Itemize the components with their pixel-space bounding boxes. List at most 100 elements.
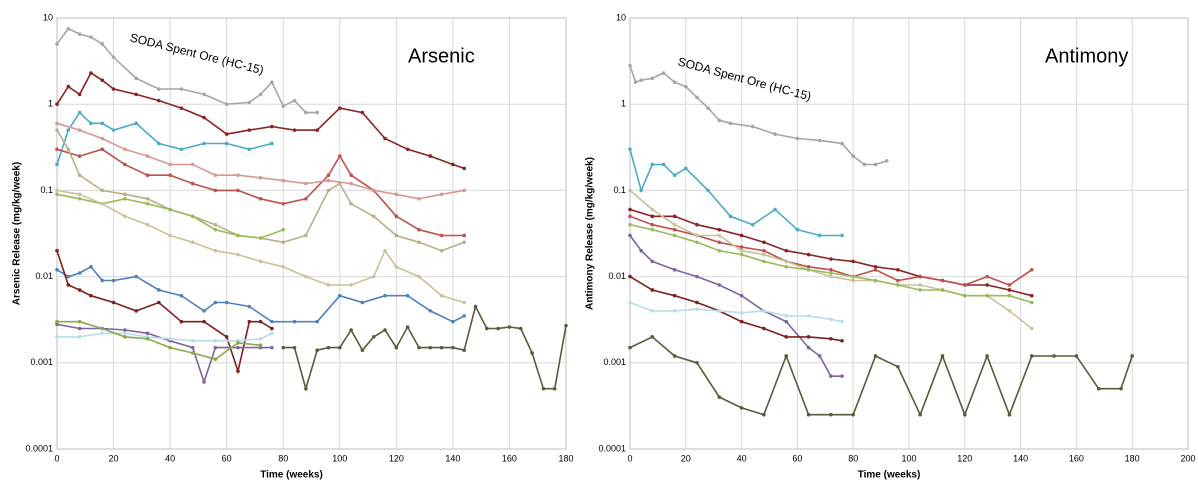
data-point	[985, 293, 989, 298]
data-point	[717, 227, 722, 232]
data-point	[236, 252, 240, 257]
data-point	[1029, 354, 1034, 358]
x-axis-label: Time (weeks)	[260, 470, 323, 481]
data-point	[428, 345, 433, 350]
x-tick-label: 120	[957, 453, 972, 463]
data-point	[304, 274, 308, 279]
data-point	[168, 345, 172, 350]
data-point	[360, 110, 365, 115]
data-point	[394, 214, 399, 219]
data-point	[672, 267, 677, 272]
data-point	[66, 84, 71, 89]
x-tick-label: 60	[222, 453, 232, 463]
data-point	[485, 326, 489, 331]
data-point	[270, 141, 274, 146]
data-point	[247, 128, 252, 132]
x-tick-label: 80	[278, 453, 288, 463]
data-point	[89, 35, 93, 39]
data-point	[639, 248, 643, 253]
data-point	[190, 345, 195, 350]
data-point	[739, 311, 744, 315]
data-point	[672, 173, 677, 178]
data-point	[55, 147, 59, 152]
data-point	[304, 181, 308, 186]
data-point	[417, 196, 421, 201]
data-point	[258, 343, 263, 348]
data-point	[89, 264, 93, 269]
data-point	[157, 288, 161, 292]
data-point	[462, 348, 467, 353]
data-point	[100, 188, 105, 193]
data-point	[806, 264, 811, 269]
data-point	[829, 374, 833, 378]
data-point	[123, 335, 127, 339]
data-point	[55, 121, 59, 126]
data-point	[684, 84, 688, 89]
data-point	[873, 267, 878, 272]
data-point	[326, 345, 331, 350]
data-point	[739, 233, 744, 238]
data-point	[315, 110, 319, 115]
data-point	[123, 328, 127, 332]
data-point	[89, 121, 93, 126]
data-point	[650, 76, 655, 81]
data-point	[963, 412, 967, 417]
data-point	[213, 357, 218, 362]
data-point	[190, 214, 195, 219]
data-point	[417, 274, 421, 279]
data-point	[202, 92, 206, 97]
data-point	[1007, 293, 1012, 298]
annotation: Arsenic	[408, 45, 475, 67]
data-point	[326, 188, 331, 193]
data-point	[394, 264, 399, 269]
data-point	[873, 354, 878, 358]
data-point	[829, 267, 833, 272]
data-point	[179, 147, 184, 152]
data-point	[717, 395, 722, 399]
data-point	[706, 188, 710, 193]
data-point	[851, 154, 855, 158]
data-point	[462, 314, 467, 318]
data-point	[672, 293, 677, 298]
data-point	[66, 283, 71, 287]
data-point	[168, 173, 172, 178]
data-point	[360, 348, 365, 353]
data-point	[840, 233, 844, 238]
data-point	[1007, 309, 1012, 313]
data-point	[55, 322, 59, 327]
data-point	[672, 222, 677, 227]
data-point	[650, 309, 655, 313]
y-tick-label: 0.01	[608, 271, 626, 281]
data-point	[123, 331, 127, 336]
data-point	[247, 319, 252, 324]
data-point	[806, 412, 811, 417]
series-line	[629, 223, 1033, 304]
data-point	[695, 307, 699, 311]
y-tick-label: 0.01	[35, 271, 53, 281]
series-line	[629, 335, 1133, 417]
annotation: SODA Spent Ore (HC-15)	[129, 30, 266, 77]
data-point	[1007, 412, 1012, 417]
x-tick-label: 20	[109, 453, 119, 463]
data-point	[661, 71, 666, 75]
data-point	[717, 240, 722, 245]
data-point	[213, 345, 218, 350]
data-point	[134, 274, 138, 279]
data-point	[851, 412, 855, 417]
data-point	[213, 248, 218, 253]
data-point	[123, 147, 127, 152]
data-point	[123, 192, 127, 197]
data-point	[628, 147, 632, 152]
data-point	[728, 121, 733, 126]
data-point	[349, 181, 353, 186]
data-point	[784, 248, 789, 253]
data-point	[896, 267, 900, 272]
data-point	[360, 300, 365, 305]
data-point	[304, 110, 308, 115]
data-point	[695, 361, 699, 365]
data-point	[179, 87, 184, 91]
data-point	[55, 42, 59, 46]
data-point	[134, 309, 138, 313]
data-point	[451, 162, 455, 167]
data-point	[896, 283, 900, 287]
